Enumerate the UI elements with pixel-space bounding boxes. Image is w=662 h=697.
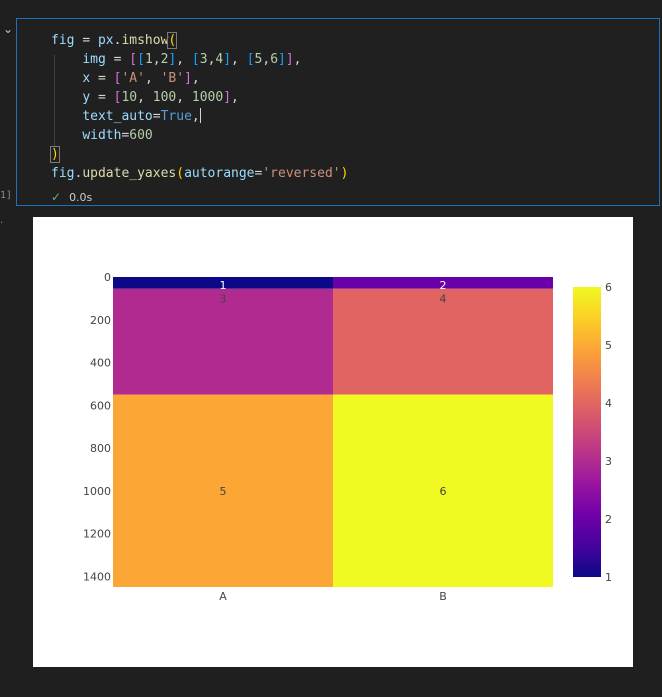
heatmap-cell[interactable] xyxy=(333,394,553,587)
y-tick-label: 200 xyxy=(90,314,111,327)
y-tick-label: 1200 xyxy=(83,528,111,541)
colorbar-tick-label: 5 xyxy=(605,339,612,352)
colorbar-tick-label: 1 xyxy=(605,571,612,584)
x-tick-label: B xyxy=(439,590,447,603)
code-line-4: y = [10, 100, 1000], xyxy=(82,90,239,105)
heatmap-cell[interactable] xyxy=(113,277,333,289)
y-tick-label: 600 xyxy=(90,399,111,412)
y-tick-label: 1400 xyxy=(83,570,111,583)
cell-value-label: 1 xyxy=(220,279,227,292)
code-line-3: x = ['A', 'B'], xyxy=(82,71,200,86)
colorbar-tick-label: 2 xyxy=(605,513,612,526)
plot-output[interactable]: 1 2 3 4 5 6 0 200 400 600 800 1000 1200 1400 A B 1 2 3 4… xyxy=(33,217,633,667)
y-tick-label: 1000 xyxy=(83,485,111,498)
heatmap-cell[interactable] xyxy=(113,288,333,395)
collapse-chevron-icon[interactable]: ⌄ xyxy=(3,22,14,36)
cell-value-label: 2 xyxy=(440,279,447,292)
colorbar-tick-label: 3 xyxy=(605,455,612,468)
output-marker: · xyxy=(0,218,4,229)
text-cursor xyxy=(199,108,201,123)
cell-value-label: 6 xyxy=(440,485,447,498)
heatmap-cell[interactable] xyxy=(333,277,553,289)
heatmap-cell[interactable] xyxy=(333,288,553,395)
y-tick-label: 800 xyxy=(90,442,111,455)
cell-value-label: 4 xyxy=(440,292,447,305)
code-editor[interactable]: fig = px.imshow( img = [[1,2], [3,4], [5… xyxy=(50,31,349,183)
code-cell[interactable]: fig = px.imshow( img = [[1,2], [3,4], [5… xyxy=(16,18,660,206)
colorbar-tick-label: 6 xyxy=(605,281,612,294)
code-line-7: ) xyxy=(50,146,60,163)
y-tick-label: 0 xyxy=(104,271,111,284)
colorbar xyxy=(573,287,601,577)
colorbar-tick-label: 4 xyxy=(605,397,612,410)
code-line-6: width=600 xyxy=(82,128,153,143)
y-tick-label: 400 xyxy=(90,357,111,370)
heatmap-cell[interactable] xyxy=(113,394,333,587)
cell-value-label: 5 xyxy=(220,485,227,498)
code-line-2: img = [[1,2], [3,4], [5,6]], xyxy=(82,52,302,67)
indent-guide xyxy=(54,55,55,150)
cell-value-label: 3 xyxy=(220,292,227,305)
success-check-icon: ✓ xyxy=(51,190,62,204)
heatmap-chart[interactable]: 1 2 3 4 5 6 0 200 400 600 800 1000 1200 1400 A B 1 2 3 4… xyxy=(33,217,633,667)
cell-status: ✓ 0.0s xyxy=(51,190,92,204)
execution-time: 0.0s xyxy=(69,191,93,204)
execution-count: 1] xyxy=(0,190,13,201)
code-line-5: text_auto=True, xyxy=(82,108,201,124)
code-line-8: fig.update_yaxes(autorange='reversed') xyxy=(51,166,349,181)
code-line-1: fig = px.imshow( xyxy=(51,32,178,49)
x-tick-label: A xyxy=(219,590,227,603)
